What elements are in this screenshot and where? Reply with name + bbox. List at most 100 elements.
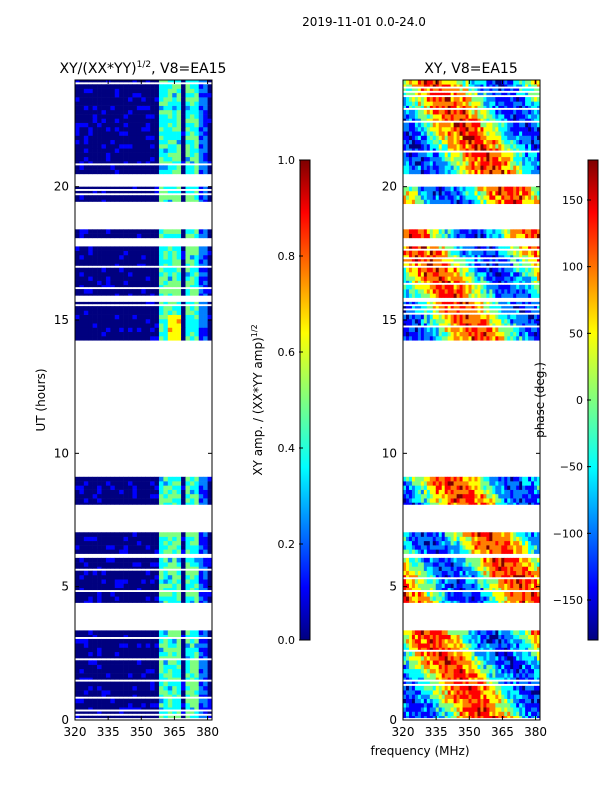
heatmap-cell xyxy=(128,280,133,286)
heatmap-cell xyxy=(110,698,116,704)
heatmap-cell xyxy=(477,707,481,712)
heatmap-cell xyxy=(403,481,407,486)
heatmap-cell xyxy=(181,105,186,111)
heatmap-cell xyxy=(423,498,428,503)
heatmap-cell xyxy=(441,638,445,644)
heatmap-cell xyxy=(534,664,538,670)
heatmap-cell xyxy=(435,493,440,499)
heatmap-cell xyxy=(132,634,138,638)
heatmap-cell xyxy=(172,587,177,591)
heatmap-cell xyxy=(92,122,98,128)
heatmap-cell xyxy=(444,677,448,680)
heatmap-cell xyxy=(522,647,526,650)
heatmap-cell xyxy=(528,545,532,550)
heatmap-cell xyxy=(516,660,520,665)
heatmap-cell xyxy=(189,301,195,305)
heatmap-cell xyxy=(495,566,499,571)
heatmap-cell xyxy=(136,190,142,194)
heatmap-cell xyxy=(189,532,195,537)
heatmap-cell xyxy=(477,583,481,589)
heatmap-cell xyxy=(531,562,535,567)
heatmap-cell xyxy=(172,126,177,132)
heatmap-cell xyxy=(75,101,80,106)
heatmap-cell xyxy=(522,587,526,591)
heatmap-cell xyxy=(145,566,151,569)
heatmap-cell xyxy=(450,638,454,644)
heatmap-cell xyxy=(189,284,195,288)
heatmap-cell xyxy=(141,481,147,486)
heatmap-cell xyxy=(128,545,133,550)
heatmap-cell xyxy=(519,600,523,603)
heatmap-cell xyxy=(181,165,186,170)
heatmap-cell xyxy=(128,707,133,710)
heatmap-cell xyxy=(154,259,160,264)
heatmap-cell xyxy=(189,574,195,580)
heatmap-cell xyxy=(501,545,505,550)
heatmap-cell xyxy=(453,685,457,691)
heatmap-cell xyxy=(83,267,89,273)
heatmap-cell xyxy=(477,596,481,601)
heatmap-cell xyxy=(163,643,169,648)
heatmap-cell xyxy=(136,161,142,164)
heatmap-cell xyxy=(105,92,111,98)
heatmap-cell xyxy=(110,536,116,542)
heatmap-cell xyxy=(198,246,204,251)
heatmap-cell xyxy=(198,306,204,311)
heatmap-cell xyxy=(510,673,514,678)
heatmap-cell xyxy=(198,634,204,638)
heatmap-cell xyxy=(414,656,419,661)
heatmap-cell xyxy=(403,536,407,542)
heatmap-cell xyxy=(114,656,120,659)
heatmap-cell xyxy=(510,579,514,584)
heatmap-cell xyxy=(477,668,481,674)
heatmap-cell xyxy=(207,630,212,635)
heatmap-cell xyxy=(486,336,490,341)
heatmap-cell xyxy=(456,489,460,495)
heatmap-cell xyxy=(203,101,208,106)
heatmap-cell xyxy=(207,148,212,153)
heatmap-cell xyxy=(154,579,160,584)
heatmap-cell xyxy=(92,144,98,149)
heatmap-cell xyxy=(534,651,538,657)
heatmap-cell xyxy=(537,587,540,591)
heatmap-cell xyxy=(462,638,466,644)
heatmap-cell xyxy=(158,331,164,337)
heatmap-cell xyxy=(474,476,478,482)
heatmap-cell xyxy=(411,673,416,678)
heatmap-cell xyxy=(477,643,481,648)
heatmap-cell xyxy=(79,596,85,601)
heatmap-cell xyxy=(456,532,460,537)
heatmap-cell xyxy=(194,694,200,697)
heatmap-cell xyxy=(167,707,173,710)
heatmap-cell xyxy=(203,105,208,111)
heatmap-cell xyxy=(203,677,208,680)
heatmap-cell xyxy=(480,532,484,537)
heatmap-cell xyxy=(176,250,182,256)
heatmap-cell xyxy=(105,673,111,678)
heatmap-cell xyxy=(483,681,487,684)
heatmap-cell xyxy=(79,331,85,337)
heatmap-cell xyxy=(411,643,416,648)
heatmap-cell xyxy=(516,685,520,691)
heatmap-cell xyxy=(438,660,443,665)
heatmap-cell xyxy=(176,673,182,678)
heatmap-cell xyxy=(154,493,160,499)
heatmap-cell xyxy=(480,634,484,640)
heatmap-cell xyxy=(459,481,463,486)
heatmap-cell xyxy=(417,557,422,563)
heatmap-cell xyxy=(75,80,80,83)
heatmap-cell xyxy=(450,698,454,704)
heatmap-cell xyxy=(128,233,133,239)
heatmap-cell xyxy=(513,583,517,589)
heatmap-cell xyxy=(75,690,80,695)
heatmap-cell xyxy=(489,596,493,601)
heatmap-cell xyxy=(154,323,160,328)
heatmap-cell xyxy=(414,557,419,563)
heatmap-cell xyxy=(426,549,431,554)
heatmap-cell xyxy=(194,327,200,333)
heatmap-cell xyxy=(480,647,484,650)
heatmap-cell xyxy=(83,677,89,680)
heatmap-cell xyxy=(119,92,124,98)
heatmap-cell xyxy=(88,651,93,657)
heatmap-cell xyxy=(185,481,191,486)
